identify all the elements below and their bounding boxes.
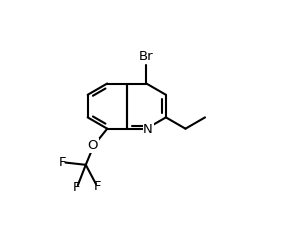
Text: F: F xyxy=(73,181,81,194)
Text: F: F xyxy=(58,156,66,169)
Text: O: O xyxy=(87,139,98,152)
Text: N: N xyxy=(143,123,153,136)
Text: Br: Br xyxy=(139,50,154,63)
Text: F: F xyxy=(93,180,101,193)
